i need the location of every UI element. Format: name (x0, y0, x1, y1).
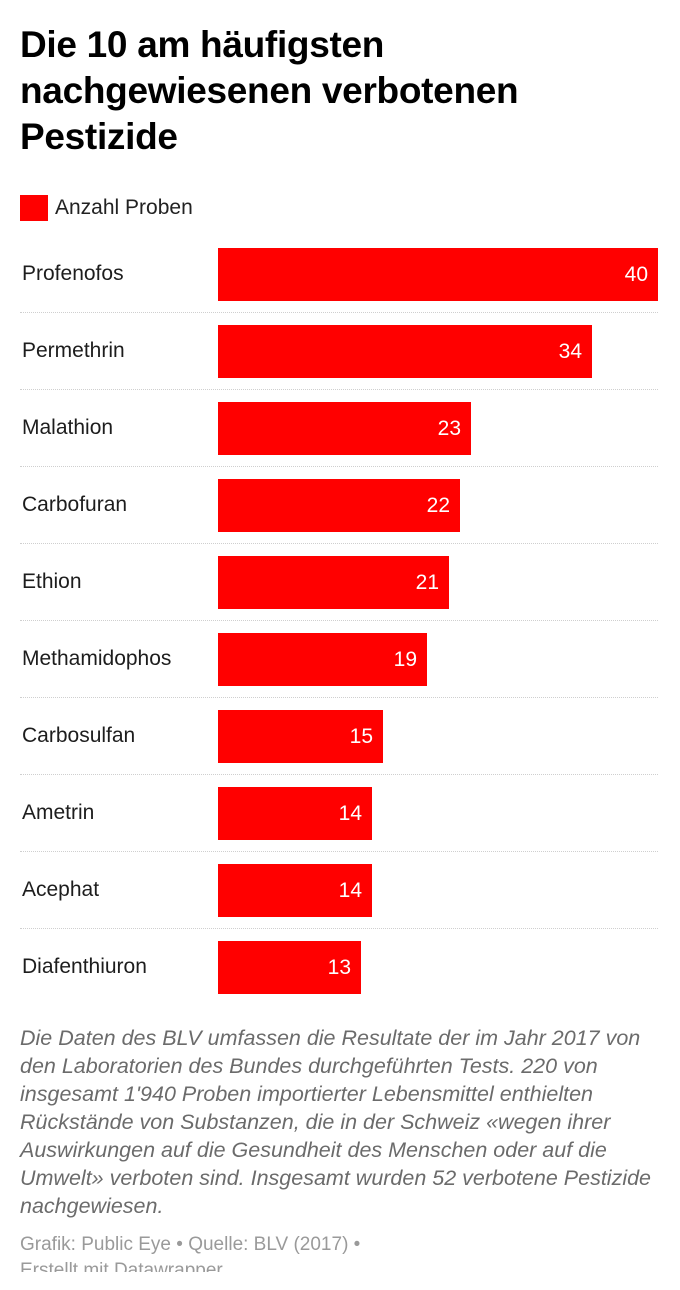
chart-note: Die Daten des BLV umfassen die Resultate… (20, 1026, 652, 1218)
bar-value-label: 13 (327, 956, 351, 979)
chart-row: Carbosulfan 15 (20, 698, 658, 775)
bar-value-label: 14 (338, 879, 362, 902)
chart-row: Diafenthiuron 13 (20, 929, 658, 1005)
category-label: Acephat (22, 878, 100, 901)
legend-swatch (20, 195, 48, 221)
bar-value-label: 23 (437, 417, 461, 440)
bar-chart: Profenofos 40 Permethrin 34 Malathion 23 Carbo… (20, 236, 658, 1005)
bar: 34 (218, 325, 592, 378)
chart-row: Methamidophos 19 (20, 621, 658, 698)
bar-value-label: 19 (393, 648, 417, 671)
chart-row: Permethrin 34 (20, 313, 658, 390)
bar-value-label: 14 (338, 802, 362, 825)
category-label: Methamidophos (22, 647, 172, 670)
category-label: Ametrin (22, 801, 95, 824)
bar: 40 (218, 248, 658, 301)
bar: 15 (218, 710, 383, 763)
chart-title: Die 10 am häufigsten nachgewiesenen verb… (20, 24, 519, 157)
bar-value-label: 15 (349, 725, 373, 748)
bar: 23 (218, 402, 471, 455)
category-label: Profenofos (22, 262, 124, 285)
bar: 14 (218, 864, 372, 917)
category-label: Diafenthiuron (22, 955, 147, 978)
bar: 13 (218, 941, 361, 994)
category-label: Permethrin (22, 339, 125, 362)
category-label: Carbosulfan (22, 724, 136, 747)
bar: 14 (218, 787, 372, 840)
chart-row: Carbofuran 22 (20, 467, 658, 544)
chart-row: Ametrin 14 (20, 775, 658, 852)
credits-made-with: Erstellt mit Datawrapper (20, 1260, 223, 1272)
bar-value-label: 34 (558, 340, 582, 363)
credits: Grafik: Public Eye • Quelle: BLV (2017) … (20, 1232, 660, 1272)
bar-value-label: 40 (624, 263, 648, 286)
bar: 21 (218, 556, 449, 609)
chart-row: Malathion 23 (20, 390, 658, 467)
chart-row: Ethion 21 (20, 544, 658, 621)
chart-row: Profenofos 40 (20, 236, 658, 313)
credits-source: Grafik: Public Eye • Quelle: BLV (2017) … (20, 1234, 361, 1255)
chart-row: Acephat 14 (20, 852, 658, 929)
category-label: Carbofuran (22, 493, 128, 516)
bar: 19 (218, 633, 427, 686)
bar: 22 (218, 479, 460, 532)
category-label: Malathion (22, 416, 114, 439)
bar-value-label: 21 (415, 571, 439, 594)
bar-value-label: 22 (426, 494, 450, 517)
legend: Anzahl Proben (20, 195, 193, 221)
legend-label: Anzahl Proben (55, 196, 193, 219)
category-label: Ethion (22, 570, 82, 593)
